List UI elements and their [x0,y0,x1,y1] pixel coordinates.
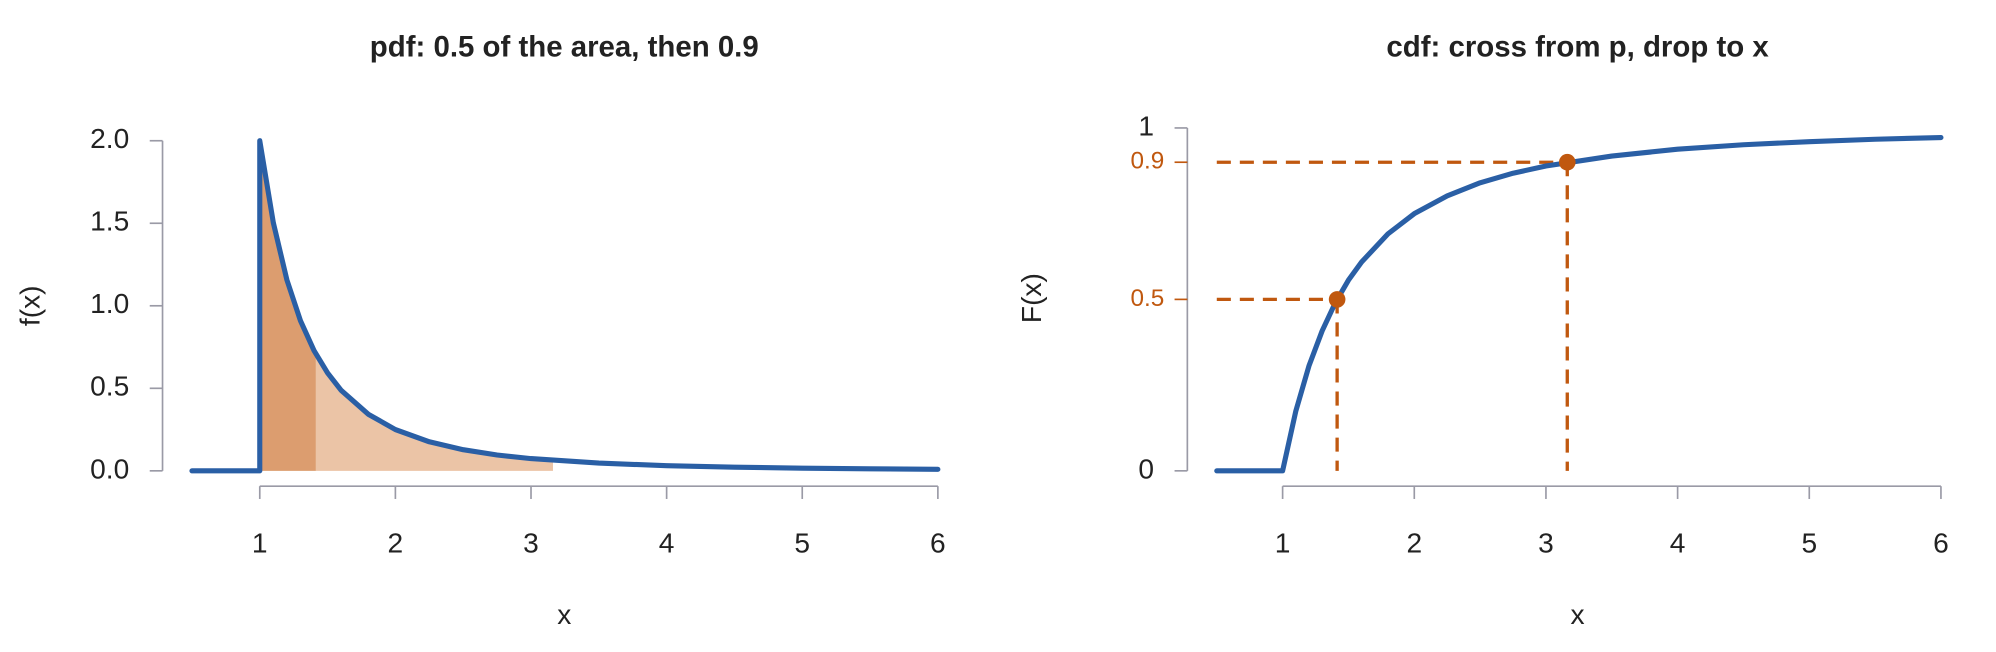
chart-title: pdf: 0.5 of the area, then 0.9 [370,30,759,63]
y-tick-label: 1.0 [90,288,129,319]
shaded-region [315,353,553,471]
y-tick-label: 0.0 [90,453,129,484]
x-tick-label: 5 [1801,527,1817,558]
x-tick-label: 4 [659,527,675,558]
y-tick-label: 2.0 [90,123,129,154]
curve [189,138,941,474]
x-tick-label: 1 [252,527,268,558]
y-axis-label: f(x) [14,285,45,326]
y-tick-label: 1 [1138,110,1154,141]
shaded-region [259,140,316,471]
x-tick-label: 4 [1670,527,1686,558]
quantile-point [1328,291,1346,308]
x-tick-label: 3 [523,527,539,558]
y-tick-label: 0 [1138,453,1154,484]
x-tick-label: 2 [1406,527,1422,558]
x-tick-label: 6 [1933,527,1949,558]
x-tick-label: 2 [388,527,404,558]
y-axis-label: F(x) [1016,273,1047,323]
curve [1214,134,1944,474]
chart-title: cdf: cross from p, drop to x [1386,30,1769,63]
x-axis-label: x [557,599,571,630]
quantile-point [1558,153,1576,171]
x-tick-label: 1 [1275,527,1291,558]
x-tick-label: 6 [930,527,946,558]
x-tick-label: 3 [1538,527,1554,558]
x-axis-label: x [1571,599,1585,630]
y-tick-label: 0.5 [1131,285,1165,312]
y-tick-label: 0.5 [90,371,129,402]
y-tick-label: 1.5 [90,206,129,237]
y-tick-label: 0.9 [1131,148,1165,175]
x-tick-label: 5 [794,527,810,558]
